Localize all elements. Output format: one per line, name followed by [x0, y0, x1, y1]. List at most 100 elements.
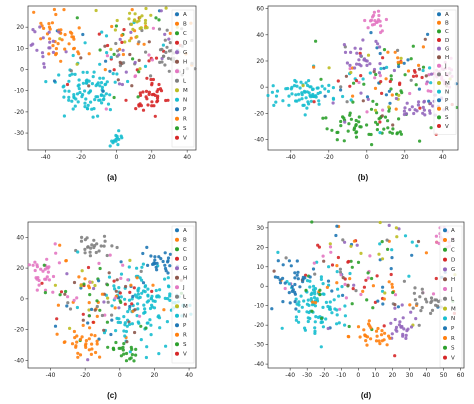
scatter-point — [390, 285, 394, 289]
scatter-point — [46, 266, 50, 270]
scatter-point — [164, 6, 168, 10]
scatter-point — [132, 19, 136, 23]
scatter-point — [316, 243, 320, 247]
y-tick-label: 0 — [260, 283, 264, 290]
legend-marker — [443, 296, 447, 301]
scatter-point — [393, 317, 397, 322]
scatter-point — [137, 58, 141, 63]
scatter-point — [281, 276, 285, 280]
legend-marker — [175, 342, 179, 347]
scatter-point — [317, 99, 321, 103]
scatter-point — [394, 107, 398, 111]
scatter-point — [168, 292, 172, 296]
legend-marker — [443, 257, 447, 262]
scatter-point — [52, 7, 57, 12]
scatter-point — [39, 37, 43, 41]
scatter-point — [124, 70, 128, 74]
scatter-point — [122, 315, 126, 319]
scatter-point — [421, 291, 425, 295]
scatter-point — [154, 288, 158, 293]
scatter-point — [83, 277, 87, 281]
scatter-point — [294, 93, 298, 97]
scatter-point — [166, 256, 171, 260]
legend-label: J — [444, 64, 447, 70]
scatter-point — [143, 290, 147, 294]
scatter-point — [153, 93, 157, 97]
y-tick-label: -40 — [14, 357, 24, 364]
scatter-point — [78, 337, 83, 341]
scatter-point — [47, 30, 51, 34]
scatter-point — [418, 106, 422, 110]
scatter-point — [65, 304, 69, 308]
scatter-point — [330, 289, 334, 293]
legend-marker — [175, 256, 179, 261]
scatter-point — [375, 46, 379, 50]
scatter-point — [27, 263, 31, 267]
legend-label: N — [183, 314, 187, 320]
scatter-point — [369, 30, 373, 35]
scatter-point — [362, 82, 366, 86]
scatter-point — [126, 79, 130, 84]
scatter-point — [280, 326, 284, 330]
scatter-point — [311, 300, 315, 304]
scatter-point — [95, 339, 99, 343]
scatter-point — [126, 310, 130, 314]
scatter-point — [118, 299, 122, 303]
scatter-point — [157, 82, 161, 87]
scatter-point — [126, 278, 130, 282]
scatter-point — [377, 339, 381, 343]
y-tick-label: 60 — [256, 6, 264, 13]
scatter-point — [301, 103, 305, 107]
legend-marker — [437, 89, 441, 94]
scatter-point — [122, 329, 126, 333]
scatter-point — [348, 277, 352, 281]
scatter-point — [31, 263, 35, 267]
scatter-point — [161, 54, 166, 58]
scatter-point — [146, 263, 150, 267]
scatter-point — [149, 323, 153, 327]
legend-label: A — [445, 12, 449, 18]
legend-label: D — [445, 38, 449, 44]
scatter-point — [75, 92, 80, 96]
scatter-point — [132, 286, 136, 290]
scatter-point — [120, 82, 124, 87]
scatter-point — [143, 307, 147, 311]
scatter-point — [409, 310, 413, 314]
scatter-point — [112, 95, 116, 100]
x-tick-label: 20 — [389, 372, 397, 379]
scatter-point — [70, 99, 74, 103]
legend-label: C — [445, 29, 449, 35]
scatter-point — [398, 81, 402, 85]
scatter-point — [378, 220, 382, 225]
legend-label: H — [445, 55, 449, 61]
legend-marker — [437, 20, 441, 25]
scatter-point — [135, 35, 139, 39]
scatter-point — [319, 345, 323, 349]
scatter-point — [118, 291, 122, 295]
scatter-point — [379, 333, 384, 337]
scatter-point — [130, 322, 134, 326]
scatter-point — [51, 39, 55, 43]
scatter-point — [431, 292, 436, 296]
legend-label: B — [183, 238, 187, 244]
x-tick-label: -20 — [76, 154, 86, 161]
scatter-point — [327, 83, 331, 87]
scatter-point — [427, 99, 431, 103]
scatter-point — [361, 38, 365, 42]
scatter-point — [158, 48, 163, 52]
scatter-point — [105, 51, 109, 55]
scatter-point — [369, 132, 373, 137]
scatter-point — [153, 258, 157, 262]
scatter-point — [429, 311, 433, 315]
scatter-point — [116, 78, 120, 82]
scatter-point — [307, 303, 311, 307]
y-tick-label: -40 — [254, 137, 264, 144]
legend-label: M — [183, 88, 188, 94]
scatter-point — [51, 50, 56, 55]
scatter-point — [341, 94, 345, 99]
scatter-point — [397, 117, 401, 121]
scatter-point — [329, 250, 333, 254]
scatter-point — [83, 251, 87, 255]
scatter-point — [393, 354, 397, 358]
scatter-point — [111, 346, 115, 350]
